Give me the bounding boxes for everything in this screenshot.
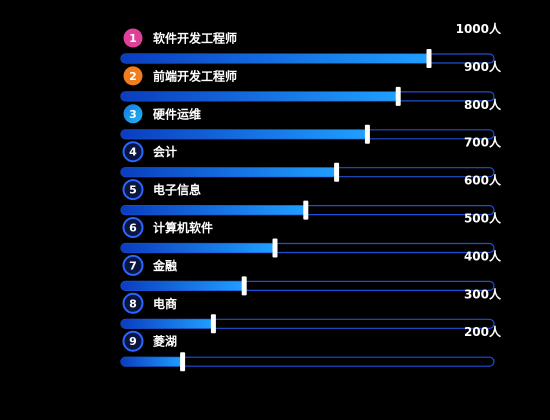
category-label: 硬件运维 [153, 106, 201, 121]
bar-end-marker [395, 86, 401, 106]
category-label: 计算机软件 [153, 220, 213, 235]
bar-fill [121, 167, 337, 177]
rank-number: 4 [129, 146, 137, 159]
bar-end-marker [180, 352, 186, 372]
category-label: 电子信息 [153, 182, 201, 197]
bar-end-marker [334, 162, 340, 182]
chart-row: 2 前端开发工程师 900人 [120, 59, 502, 106]
bar-end-marker [364, 124, 370, 144]
chart-row: 9 菱湖 200人 [120, 324, 502, 372]
value-label: 700人 [464, 135, 502, 150]
category-label: 会计 [153, 144, 177, 159]
category-label: 前端开发工程师 [153, 68, 237, 83]
bar-fill [121, 357, 183, 367]
bar-fill [121, 91, 399, 101]
rank-number: 7 [129, 259, 137, 272]
category-label: 菱湖 [153, 334, 177, 349]
value-label: 600人 [464, 173, 502, 188]
category-label: 电商 [153, 296, 177, 311]
rank-badge [122, 179, 144, 201]
chart-row: 7 金融 400人 [120, 248, 502, 296]
chart-row: 3 硬件运维 800人 [120, 97, 502, 144]
chart-row: 4 会计 700人 [120, 135, 502, 182]
rank-badge [122, 254, 144, 276]
bar-fill [121, 281, 245, 291]
rank-number: 5 [129, 184, 137, 197]
value-label: 900人 [464, 59, 502, 74]
bar-end-marker [303, 200, 309, 220]
chart-row: 6 计算机软件 500人 [120, 211, 502, 258]
rank-badge [123, 66, 143, 86]
bar-end-marker [241, 276, 247, 296]
chart-row: 1 软件开发工程师 1000人 [120, 21, 502, 68]
rank-number: 1 [129, 32, 137, 45]
bar-fill [121, 243, 275, 253]
rank-number: 6 [129, 222, 137, 235]
value-label: 200人 [464, 324, 502, 339]
rank-number: 9 [129, 335, 137, 348]
bar-end-marker [272, 238, 278, 258]
category-label: 金融 [152, 258, 177, 273]
chart-row: 8 电商 300人 [120, 286, 502, 334]
bar-fill [121, 129, 368, 139]
bar-fill [121, 205, 306, 215]
value-label: 300人 [464, 286, 502, 301]
chart-row: 5 电子信息 600人 [120, 173, 502, 220]
rank-badge [123, 28, 143, 48]
rank-badge [122, 330, 144, 352]
value-label: 500人 [464, 211, 502, 226]
bar-fill [121, 319, 214, 329]
chart-rows: 1 软件开发工程师 1000人 2 前端开发工程师 900人 3 硬件运维 800人 4 会计 700… [120, 21, 502, 372]
category-label: 软件开发工程师 [153, 31, 237, 46]
value-label: 400人 [464, 248, 502, 263]
value-label: 1000人 [456, 21, 502, 36]
bar-fill [121, 54, 429, 63]
value-label: 800人 [464, 97, 502, 112]
bar-end-marker [210, 314, 216, 334]
rank-badge [122, 217, 144, 238]
rank-number: 2 [129, 70, 137, 83]
rank-badge [122, 292, 144, 314]
rank-badge [123, 104, 143, 124]
rank-badge [122, 141, 144, 163]
rank-number: 3 [129, 108, 137, 121]
rank-number: 8 [129, 297, 137, 310]
bar-end-marker [426, 49, 432, 68]
